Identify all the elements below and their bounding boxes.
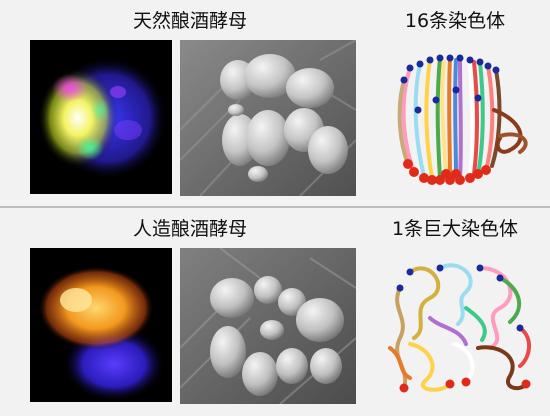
sixteen-chromosomes-title: 16条染色体 [404,10,506,32]
sixteen-chromosomes-3d-model [370,40,542,194]
one-giant-chromosome-3d-model [370,248,542,402]
synthetic-yeast-sem-image [180,248,356,404]
panel-divider [0,206,550,208]
panel-natural-yeast: 天然酿酒酵母 16条染色体 [30,10,542,196]
panel-synthetic-yeast: 人造酿酒酵母 1条巨大染色体 [0,208,550,416]
one-giant-chromosome-title: 1条巨大染色体 [391,218,519,240]
natural-yeast-fluorescence-image [30,40,172,194]
synthetic-yeast-title: 人造酿酒酵母 [132,218,247,240]
synthetic-yeast-fluorescence-image [30,248,172,402]
natural-yeast-title: 天然酿酒酵母 [132,10,247,32]
natural-yeast-sem-image [180,40,356,196]
